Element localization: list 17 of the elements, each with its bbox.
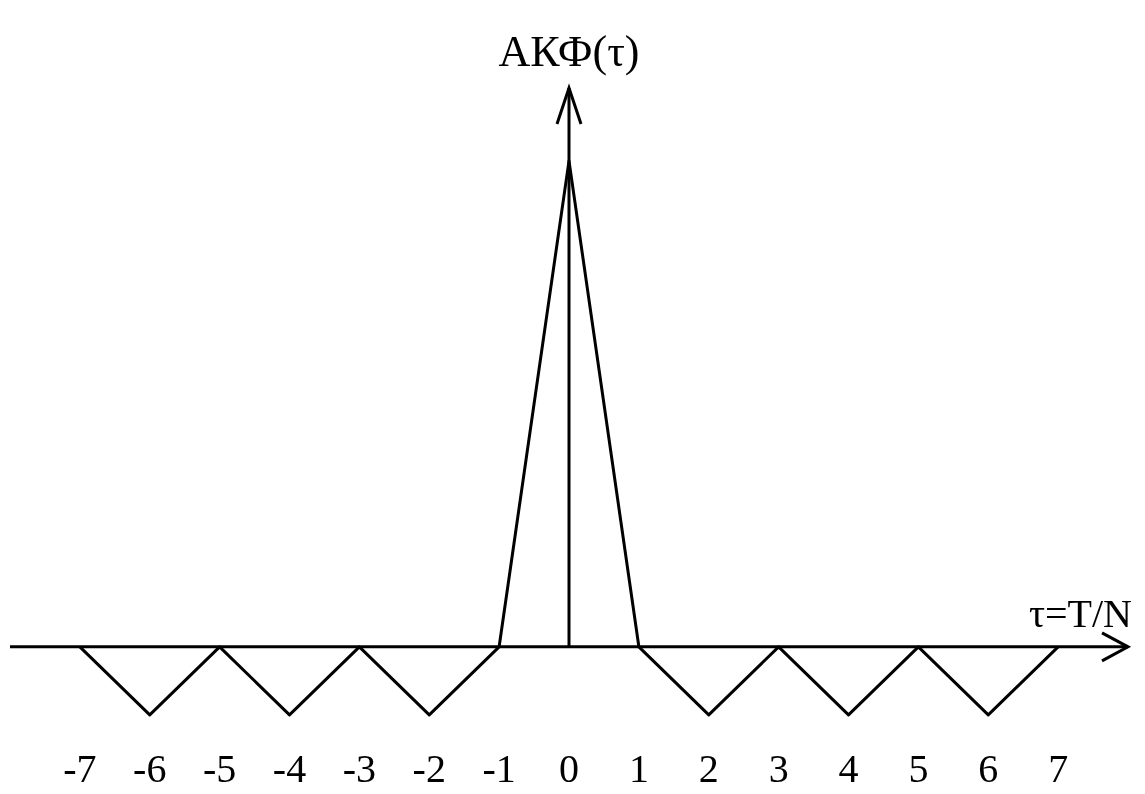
x-tick-label: 7: [1048, 746, 1069, 792]
x-tick-label: 0: [559, 746, 579, 792]
x-tick-label: 2: [698, 746, 719, 792]
x-tick-label: 1: [628, 746, 649, 792]
x-tick-label: -4: [272, 746, 307, 792]
x-tick-label: -5: [202, 746, 237, 792]
x-axis-title: τ=T/N: [1028, 590, 1132, 636]
y-axis-title: АКФ(τ): [498, 27, 640, 76]
x-tick-label: 5: [908, 746, 929, 792]
x-tick-label: -1: [482, 746, 516, 792]
x-tick-label: 6: [978, 746, 999, 792]
x-tick-label: -3: [342, 746, 377, 792]
x-tick-label: -7: [63, 746, 97, 792]
x-tick-label: 3: [768, 746, 789, 792]
x-tick-label: 4: [838, 746, 859, 792]
x-tick-label: -2: [412, 746, 446, 792]
x-tick-label: -6: [133, 746, 167, 792]
